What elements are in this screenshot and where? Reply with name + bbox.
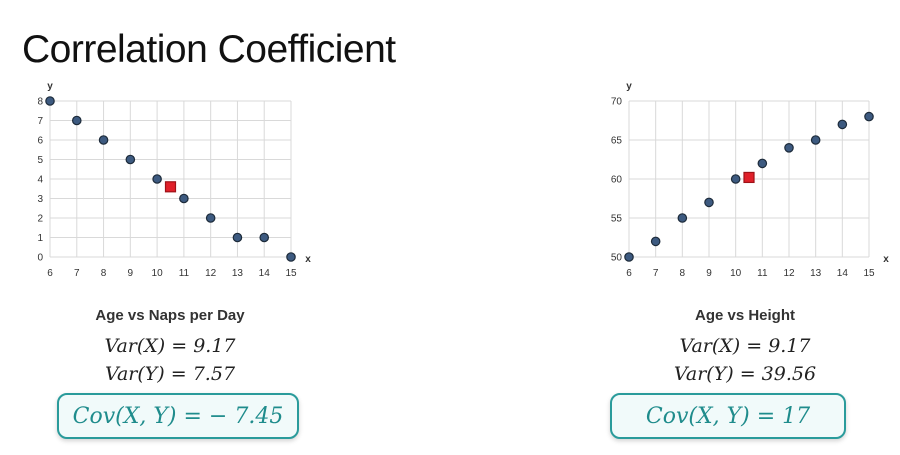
naps-yaxis-label: y [47,81,53,92]
height-ytick-label: 65 [611,136,623,147]
naps-xtick-label: 8 [101,268,107,279]
height-xtick-label: 13 [810,268,822,279]
height-chart-title: Age vs Height [694,307,796,324]
naps-data-point [232,232,243,243]
height-xtick-label: 10 [730,268,742,279]
height-xtick-label: 11 [757,268,768,279]
height-xtick-label: 6 [626,268,632,279]
naps-data-point [71,115,82,126]
naps-chart-title: Age vs Naps per Day [95,307,245,324]
naps-xtick-label: 13 [232,268,244,279]
height-xtick-label: 14 [837,268,849,279]
naps-mean-point [164,181,177,193]
height-data-point [757,158,768,169]
height-var-x: Var(X) = 9.17 [679,335,811,357]
naps-ytick-label: 7 [37,116,43,127]
naps-xtick-label: 9 [128,268,134,279]
naps-data-point [286,252,296,262]
naps-xtick-label: 11 [179,268,190,279]
height-ytick-label: 60 [611,175,623,186]
height-data-point [650,236,661,247]
height-xtick-label: 9 [706,268,712,279]
height-xtick-label: 8 [680,268,686,279]
naps-ytick-label: 4 [37,175,43,186]
height-data-point [837,119,848,130]
height-xaxis-label: x [883,254,889,265]
naps-xtick-label: 6 [47,268,53,279]
height-xtick-label: 7 [653,268,659,279]
height-data-point [704,197,714,208]
height-xtick-label: 15 [863,268,875,279]
naps-ytick-label: 1 [37,233,43,244]
naps-grid [49,100,292,258]
height-ytick-label: 70 [611,97,623,108]
height-scatter-chart: 6 7 8 9 10 11 12 13 14 15 50 55 60 65 70 x y [611,81,889,279]
naps-cov-value: Cov(X, Y) = − 7.45 [72,403,284,429]
naps-xaxis-label: x [305,254,311,265]
naps-xtick-label: 7 [74,268,80,279]
height-cov-value: Cov(X, Y) = 17 [645,403,811,429]
naps-cov-box: Cov(X, Y) = − 7.45 [57,393,299,439]
naps-xtick-label: 15 [285,268,297,279]
naps-data-point [259,232,270,243]
height-ytick-label: 55 [611,214,623,225]
naps-data-point [152,174,162,184]
height-data-point [624,252,634,262]
naps-var-x: Var(X) = 9.17 [104,335,236,357]
height-data-point [784,143,794,153]
height-data-point [730,174,741,184]
naps-data-point [45,96,55,106]
height-var-y: Var(Y) = 39.56 [673,363,817,385]
naps-data-point [125,154,136,165]
height-data-point [864,111,874,122]
height-data-point [677,213,688,223]
naps-xtick-label: 10 [152,268,164,279]
naps-ytick-label: 5 [37,155,43,166]
naps-ytick-label: 8 [37,97,43,108]
naps-var-y: Var(Y) = 7.57 [104,363,236,385]
naps-xtick-label: 12 [205,268,217,279]
naps-ytick-label: 6 [37,136,43,147]
height-xtick-label: 12 [783,268,795,279]
naps-data-point [98,135,109,145]
height-ytick-label: 50 [611,253,623,264]
naps-ytick-label: 0 [37,253,43,264]
page-title: Correlation Coefficient [22,28,396,71]
naps-ytick-label: 3 [37,194,43,205]
naps-data-point [205,213,216,223]
height-data-point [810,135,821,145]
naps-ytick-label: 2 [37,214,43,225]
naps-xtick-label: 14 [259,268,271,279]
height-yaxis-label: y [626,81,632,92]
naps-data-point [179,193,189,204]
height-mean-point [743,171,755,184]
height-cov-box: Cov(X, Y) = 17 [610,393,846,439]
